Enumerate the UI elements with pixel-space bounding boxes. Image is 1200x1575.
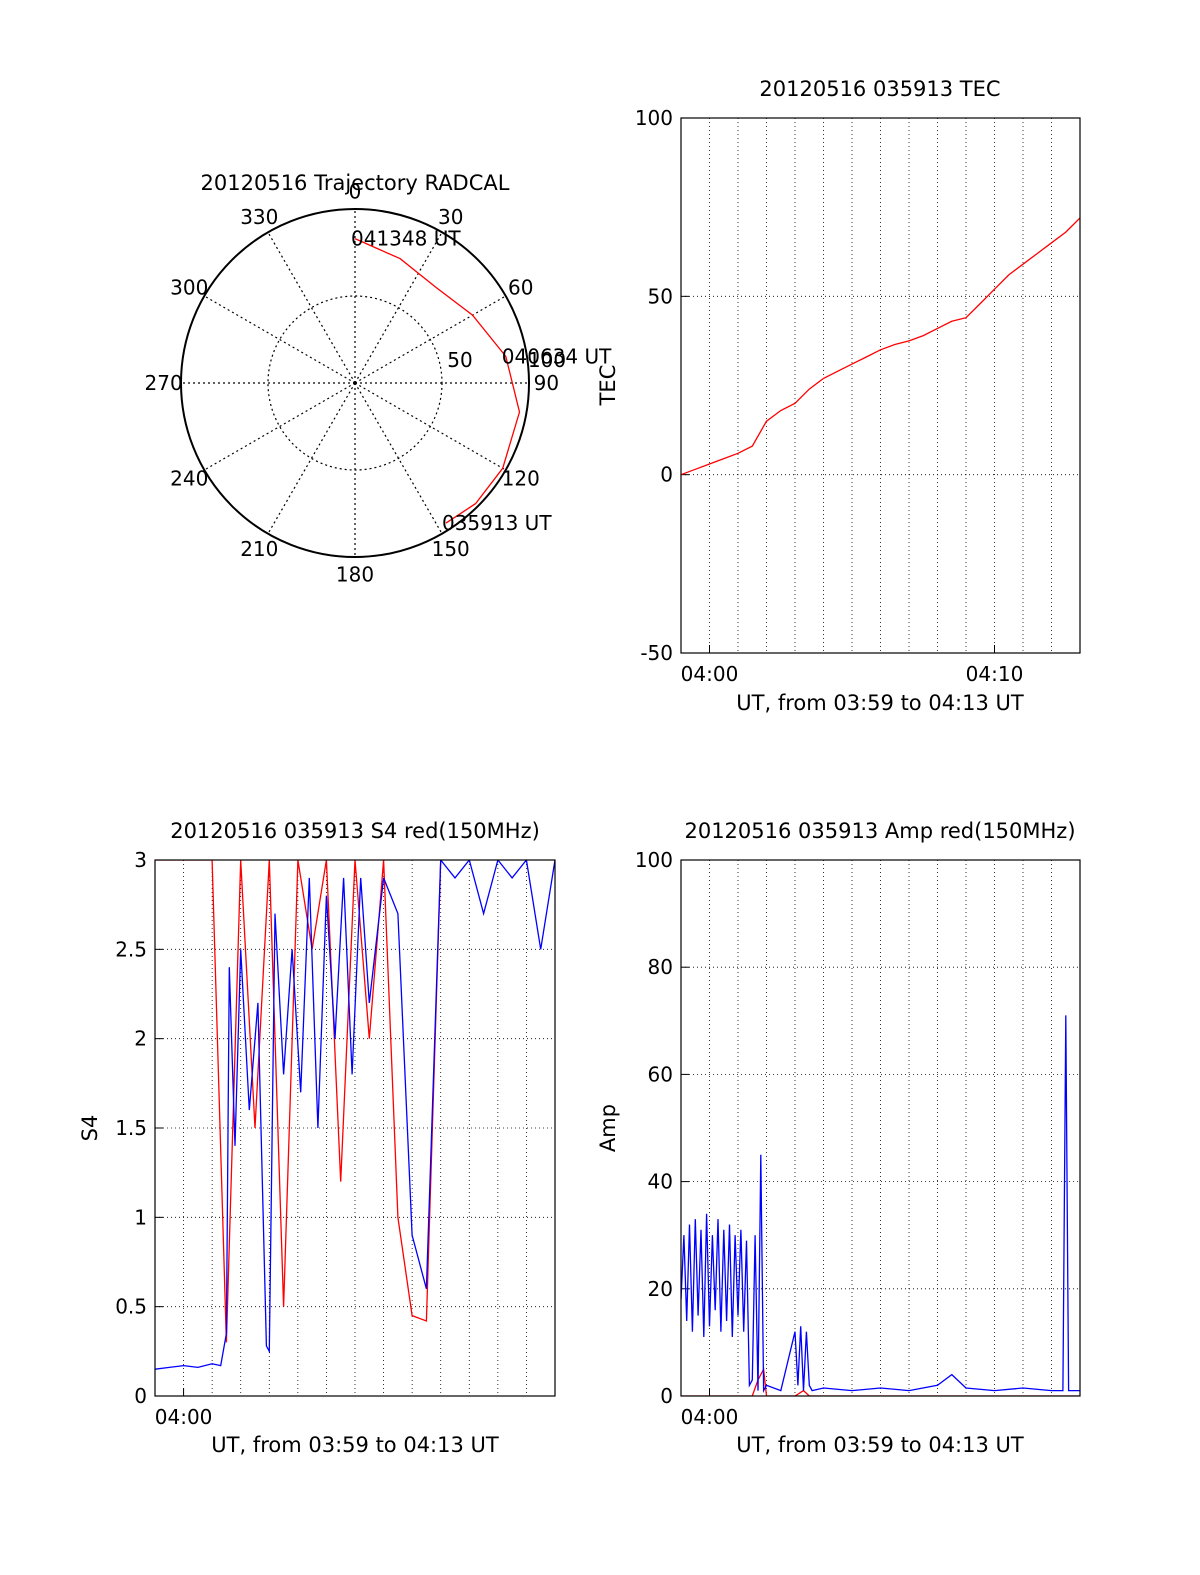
amp-xtick-label: 04:00: [681, 1405, 739, 1429]
s4-series: [155, 860, 555, 1370]
tec-ytick-label: 50: [648, 284, 673, 308]
tec-y-axis-label: TEC: [596, 365, 620, 407]
amp-ytick-label: 40: [648, 1170, 673, 1194]
polar-azimuth-label: 30: [438, 205, 463, 229]
amp-plot-frame: [680, 859, 1081, 1397]
polar-grid: [180, 208, 530, 558]
polar-spoke: [354, 382, 506, 471]
amp-chart-title: 20120516 035913 Amp red(150MHz): [684, 819, 1075, 843]
tec-plot-frame: [680, 117, 1081, 654]
s4-ytick-label: 0.5: [115, 1295, 147, 1319]
polar-spoke: [204, 295, 356, 384]
tec-grid: [681, 117, 1080, 654]
s4-x-axis-label: UT, from 03:59 to 04:13 UT: [211, 1433, 499, 1457]
polar-time-annotation: 041348 UT: [351, 227, 461, 251]
amp-series-blue: [681, 1015, 1080, 1394]
tec-ytick-label: -50: [640, 641, 673, 665]
polar-spoke: [354, 232, 443, 384]
s4-chart: 20120516 035913 S4 red(150MHz) UT, from …: [78, 819, 556, 1457]
tec-xtick-label: 04:10: [966, 662, 1024, 686]
tec-chart-title: 20120516 035913 TEC: [759, 77, 1000, 101]
amp-ytick-label: 80: [648, 955, 673, 979]
polar-azimuth-label: 210: [240, 537, 278, 561]
s4-ytick-label: 2: [134, 1027, 147, 1051]
polar-radial-label: 100: [528, 348, 566, 372]
s4-series-blue: [155, 860, 555, 1370]
polar-azimuth-label: 60: [508, 275, 533, 299]
s4-ytick-label: 3: [134, 848, 147, 872]
amp-grid: [681, 859, 1080, 1397]
polar-azimuth-label: 330: [240, 205, 278, 229]
amp-ytick-label: 20: [648, 1277, 673, 1301]
amp-series: [681, 1015, 1080, 1396]
polar-spoke: [267, 382, 356, 534]
polar-azimuth-label: 120: [502, 467, 540, 491]
tec-x-axis-label: UT, from 03:59 to 04:13 UT: [736, 691, 1024, 715]
polar-azimuth-label: 300: [170, 275, 208, 299]
tec-chart: 20120516 035913 TEC UT, from 03:59 to 04…: [596, 77, 1081, 715]
amp-x-axis-label: UT, from 03:59 to 04:13 UT: [736, 1433, 1024, 1457]
amp-ytick-label: 0: [660, 1384, 673, 1408]
polar-azimuth-label: 150: [432, 537, 470, 561]
tec-ytick-label: 0: [660, 463, 673, 487]
polar-spoke: [204, 382, 356, 471]
polar-azimuth-label: 240: [170, 467, 208, 491]
amp-ytick-label: 60: [648, 1062, 673, 1086]
polar-chart-title: 20120516 Trajectory RADCAL: [201, 171, 510, 195]
polar-trajectory-line: [354, 238, 521, 524]
amp-y-axis-label: Amp: [596, 1104, 620, 1152]
polar-azimuth-label: 90: [534, 371, 559, 395]
polar-azimuth-label: 180: [336, 562, 374, 586]
polar-labels: 0 30 60 90 120 150 180 210 240 270 300 330 50 100: [145, 180, 567, 587]
polar-time-annotation: 040634 UT: [502, 344, 612, 368]
s4-y-axis-label: S4: [78, 1115, 102, 1142]
amp-ytick-label: 100: [635, 848, 673, 872]
polar-azimuth-label: 270: [145, 371, 183, 395]
s4-chart-title: 20120516 035913 S4 red(150MHz): [170, 819, 540, 843]
s4-ytick-label: 0: [134, 1384, 147, 1408]
tec-ytick-label: 100: [635, 106, 673, 130]
polar-azimuth-label: 0: [349, 180, 362, 204]
s4-plot-frame: [154, 859, 556, 1397]
s4-ytick-label: 1.5: [115, 1116, 147, 1140]
polar-spoke: [354, 382, 443, 534]
s4-xtick-label: 04:00: [155, 1405, 213, 1429]
tec-xtick-label: 04:00: [681, 662, 739, 686]
polar-spoke: [267, 232, 356, 384]
amp-series-red: [681, 1367, 1080, 1396]
amp-chart: 20120516 035913 Amp red(150MHz) UT, from…: [596, 819, 1081, 1457]
polar-outer-circle: [180, 208, 530, 558]
s4-ytick-label: 1: [134, 1205, 147, 1229]
polar-series: 041348 UT 040634 UT 035913 UT: [351, 227, 612, 536]
tec-series-red: [681, 217, 1080, 476]
polar-spoke: [354, 295, 506, 384]
s4-ytick-label: 2.5: [115, 937, 147, 961]
trajectory-polar-chart: 20120516 Trajectory RADCAL 0 30 60 90 120 150…: [145, 171, 613, 586]
polar-time-annotation: 035913 UT: [442, 511, 552, 535]
polar-radial-label: 50: [447, 348, 472, 372]
tec-series: [681, 217, 1080, 476]
